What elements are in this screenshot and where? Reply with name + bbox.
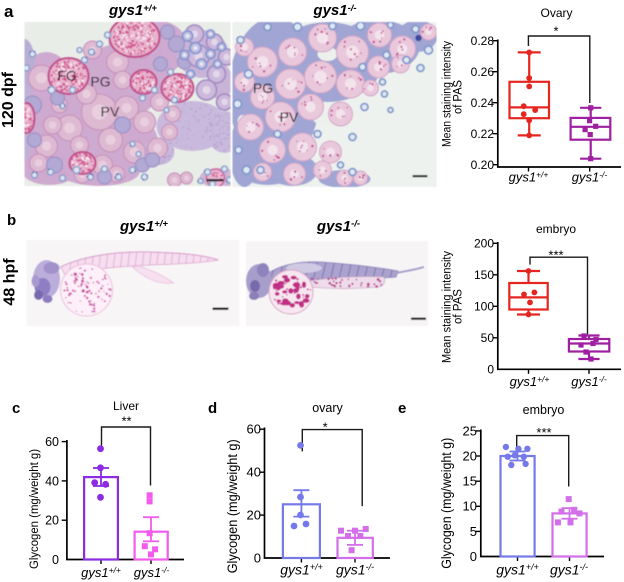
svg-text:***: *** <box>548 248 563 263</box>
svg-text:gys1-/-: gys1-/- <box>572 170 608 185</box>
svg-text:200: 200 <box>474 237 494 251</box>
svg-text:Liver: Liver <box>113 399 139 413</box>
svg-text:embryo: embryo <box>523 403 565 417</box>
svg-text:10: 10 <box>463 499 477 514</box>
svg-text:0.20: 0.20 <box>471 158 495 172</box>
svg-text:***: *** <box>536 425 551 440</box>
svg-text:0: 0 <box>487 363 494 377</box>
svg-text:0.26: 0.26 <box>471 65 495 79</box>
svg-text:40: 40 <box>247 465 261 480</box>
svg-text:20: 20 <box>247 508 261 523</box>
svg-text:50: 50 <box>481 331 495 345</box>
svg-text:gys1+/+: gys1+/+ <box>108 2 157 19</box>
svg-text:gys1-/-: gys1-/- <box>316 218 360 235</box>
svg-text:gys1+/+: gys1+/+ <box>509 170 549 185</box>
svg-text:Mean staining intensity: Mean staining intensity <box>442 41 454 147</box>
svg-text:gys1+/+: gys1+/+ <box>119 218 168 235</box>
svg-text:5: 5 <box>470 524 477 539</box>
svg-text:d: d <box>208 400 217 417</box>
svg-text:0: 0 <box>52 553 59 567</box>
svg-text:a: a <box>4 2 14 21</box>
svg-text:of PAS: of PAS <box>453 289 465 324</box>
svg-text:PG: PG <box>253 80 273 96</box>
svg-text:of PAS: of PAS <box>453 80 465 114</box>
svg-text:Ovary: Ovary <box>540 6 572 20</box>
svg-text:0.24: 0.24 <box>471 96 495 110</box>
svg-text:gys1+/+: gys1+/+ <box>81 565 121 580</box>
svg-text:0.28: 0.28 <box>471 34 495 48</box>
svg-text:gys1+/+: gys1+/+ <box>496 562 539 578</box>
svg-text:gys1-/-: gys1-/- <box>312 2 356 19</box>
svg-text:48 hpf: 48 hpf <box>2 258 19 306</box>
svg-text:100: 100 <box>474 300 494 314</box>
svg-text:gys1-/-: gys1-/- <box>336 562 374 578</box>
svg-text:*: * <box>323 420 328 435</box>
svg-text:0: 0 <box>470 549 477 564</box>
svg-text:e: e <box>398 400 406 417</box>
svg-text:embryo: embryo <box>536 222 576 236</box>
svg-text:25: 25 <box>463 423 477 438</box>
svg-text:gys1-/-: gys1-/- <box>571 374 607 389</box>
svg-text:120 dpf: 120 dpf <box>0 71 17 128</box>
svg-text:Glycogen (mg/weight g): Glycogen (mg/weight g) <box>29 449 41 569</box>
svg-text:60: 60 <box>45 435 59 449</box>
svg-text:**: ** <box>121 414 131 429</box>
svg-text:150: 150 <box>474 268 494 282</box>
svg-text:*: * <box>553 24 558 39</box>
svg-text:20: 20 <box>463 448 477 463</box>
svg-text:0.22: 0.22 <box>471 127 495 141</box>
svg-text:Glycogen (mg/weight g): Glycogen (mg/weight g) <box>225 439 240 573</box>
svg-text:15: 15 <box>463 474 477 489</box>
svg-text:PV: PV <box>101 104 120 120</box>
svg-text:Glycogen (mg/weight g): Glycogen (mg/weight g) <box>439 438 454 569</box>
svg-text:gys1-/-: gys1-/- <box>134 565 170 580</box>
svg-text:PG: PG <box>90 74 110 90</box>
svg-text:20: 20 <box>45 514 59 528</box>
svg-text:gys1+/+: gys1+/+ <box>510 374 550 389</box>
svg-text:FG: FG <box>57 68 76 84</box>
svg-text:ovary: ovary <box>312 401 343 415</box>
svg-text:Mean staining intensity: Mean staining intensity <box>442 251 454 363</box>
svg-text:gys1+/+: gys1+/+ <box>280 562 323 578</box>
svg-text:gys1-/-: gys1-/- <box>550 562 588 578</box>
svg-text:c: c <box>12 400 20 417</box>
svg-text:b: b <box>7 212 16 229</box>
svg-text:40: 40 <box>45 474 59 488</box>
svg-text:PV: PV <box>280 109 299 125</box>
svg-text:60: 60 <box>247 422 261 437</box>
svg-text:0: 0 <box>254 550 261 565</box>
